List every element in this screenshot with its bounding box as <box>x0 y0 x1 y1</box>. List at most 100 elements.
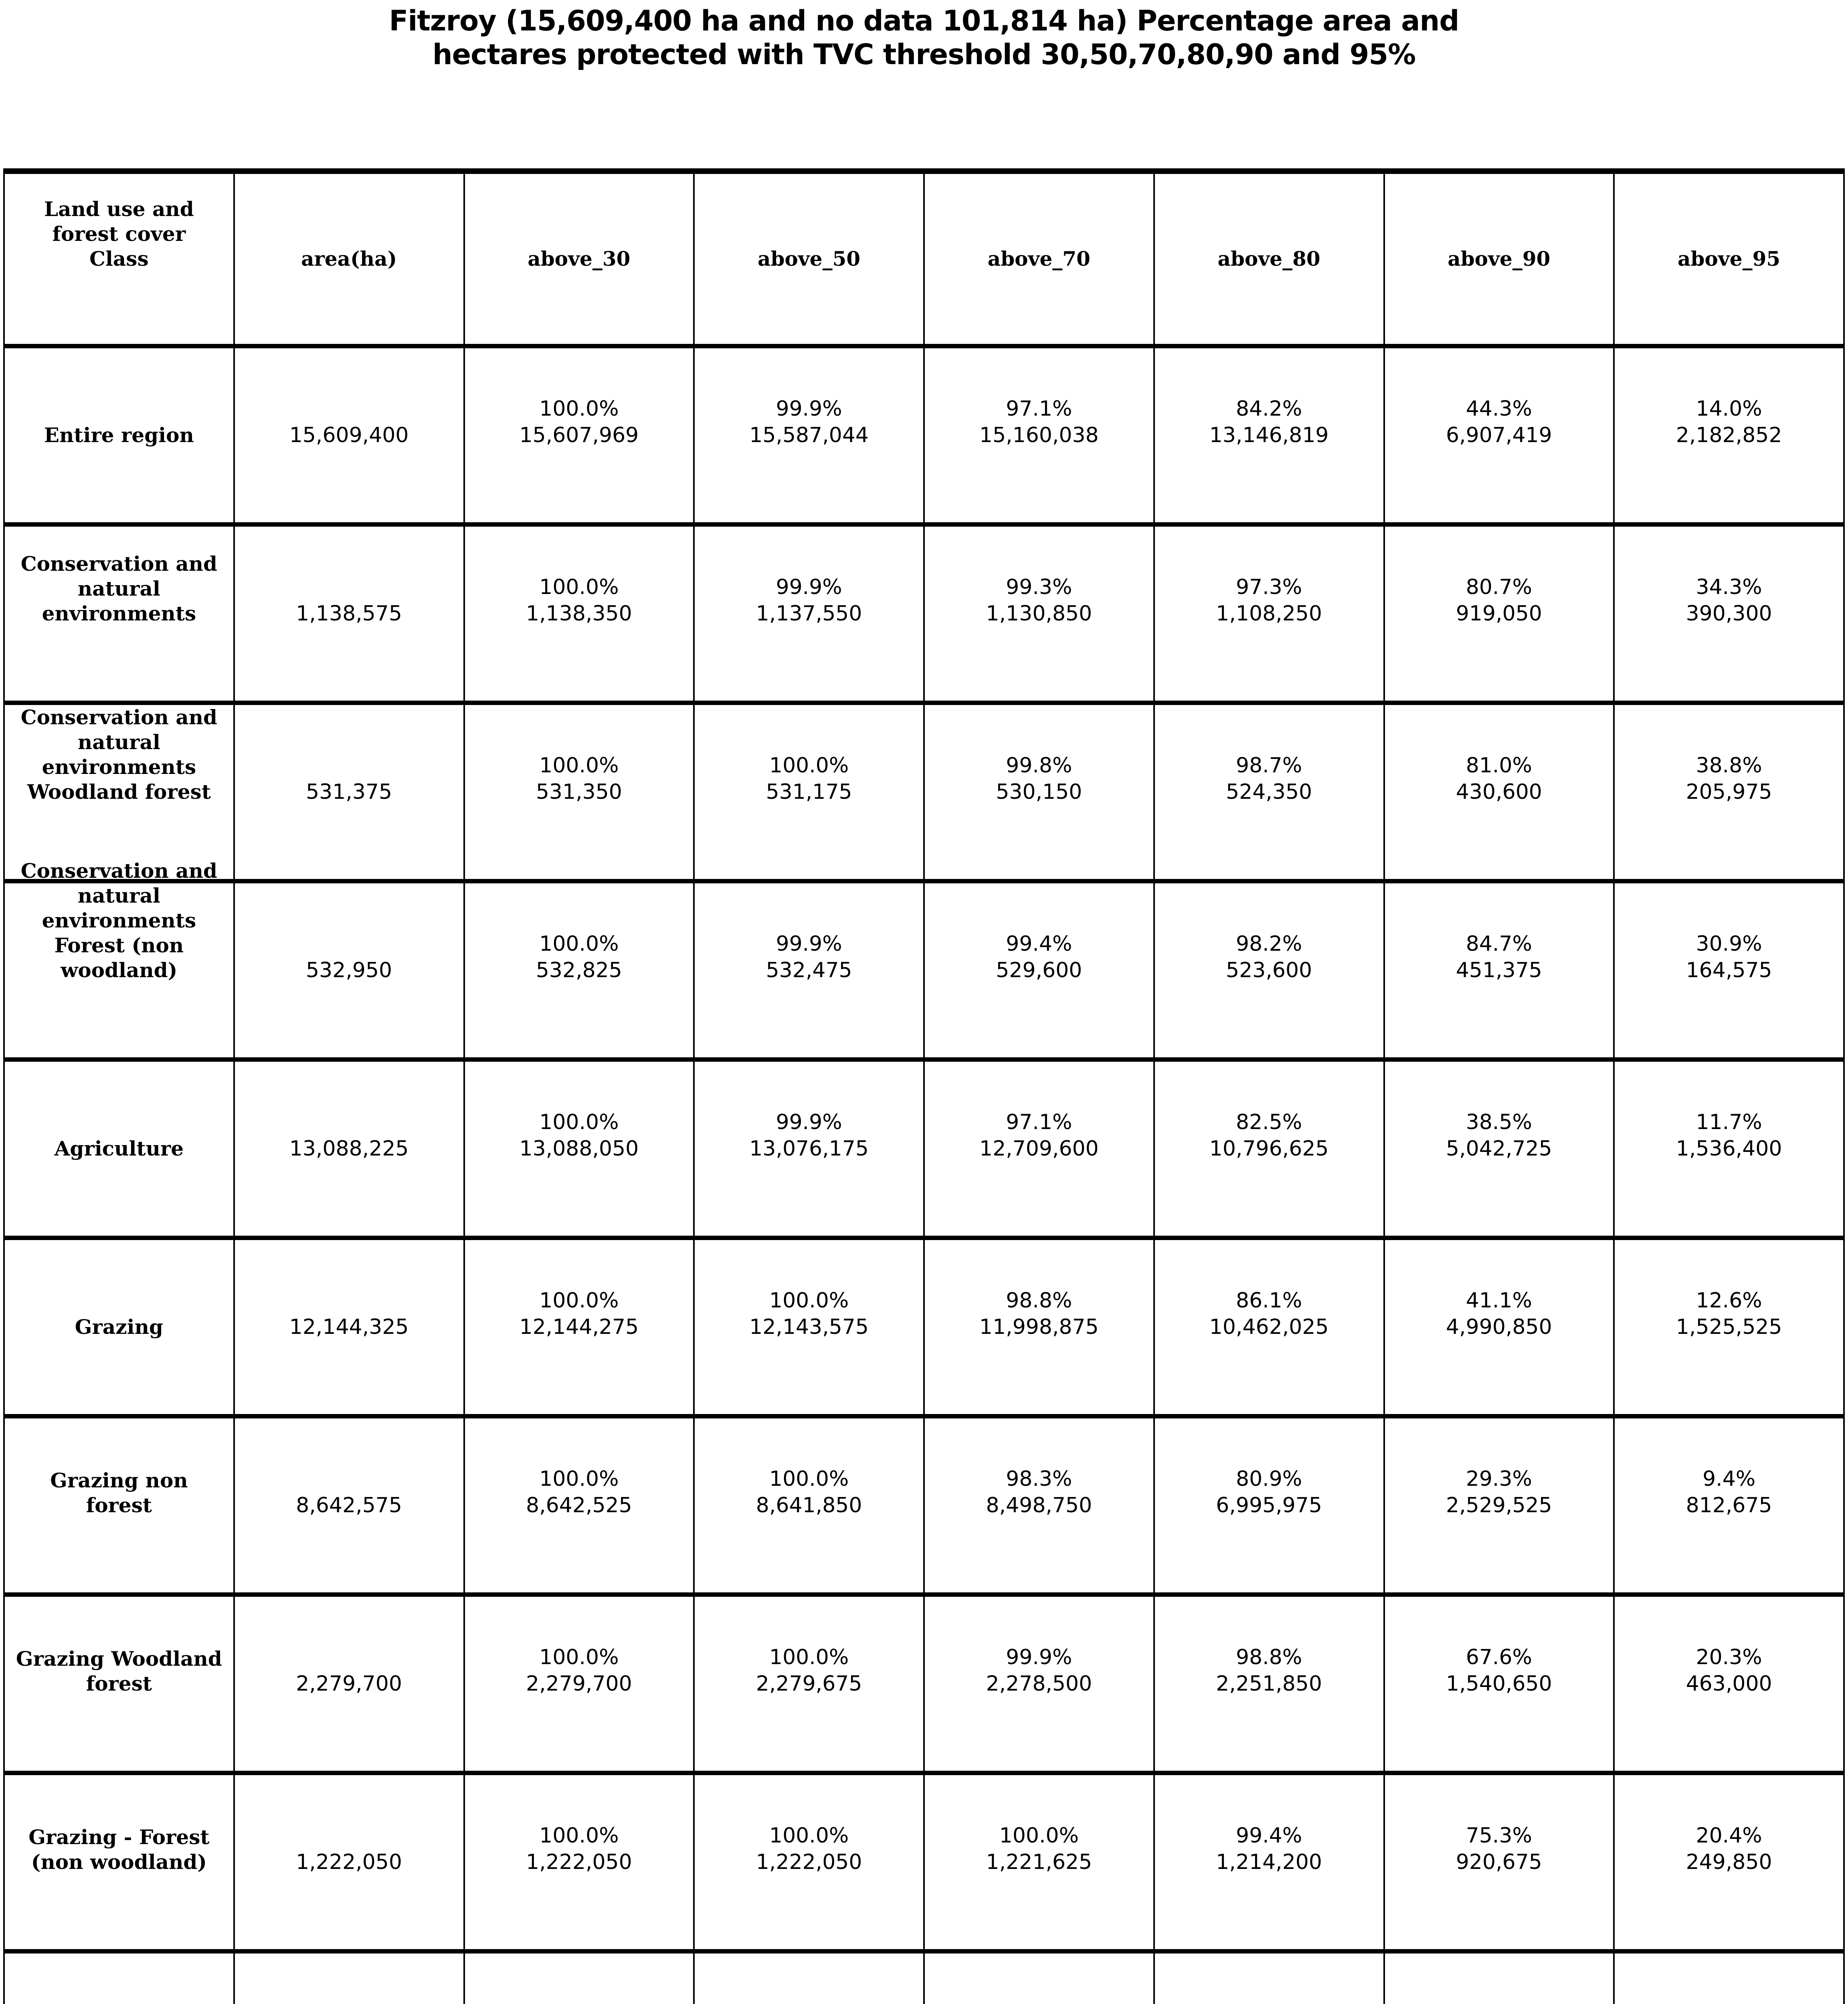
threshold-cell: 100.0% 1,222,050 <box>463 1770 695 1953</box>
table-row-conservation-and-natural-environments-wo: Conservation and natural environments Wo… <box>3 700 1845 883</box>
row-label-cell: Grazing - Forest (non woodland) <box>3 1770 235 1953</box>
table-row-grazing-non-forest: Grazing non forest 8,642,575 100.0% 8,642,5… <box>3 1414 1845 1597</box>
area-ha-value: 15,609,400 <box>289 423 409 447</box>
hectares-value: 1,108,250 <box>1216 601 1322 626</box>
hectares-value: 532,825 <box>536 958 622 982</box>
hectares-value: 249,850 <box>1686 1850 1772 1874</box>
threshold-cell: 86.1% 10,462,025 <box>1153 1235 1385 1418</box>
hectares-value: 531,350 <box>536 780 622 804</box>
row-label-cell: Entire region <box>3 343 235 527</box>
hectares-value: 8,642,525 <box>526 1493 632 1517</box>
threshold-cell: 36.0%293,000 <box>1153 1949 1385 2004</box>
percent-value: 44.3% <box>1466 396 1532 421</box>
threshold-cell: 12.6% 1,525,525 <box>1613 1235 1845 1418</box>
threshold-cell: 1.0%8,275 <box>1613 1949 1845 2004</box>
area-ha-value: 532,950 <box>306 958 392 982</box>
percent-value: 98.8% <box>697 2001 921 2004</box>
threshold-cell: 99.8% 530,150 <box>923 700 1155 883</box>
threshold-cell: 99.9% 2,278,500 <box>923 1592 1155 1775</box>
hectares-value: 1,525,525 <box>1676 1315 1782 1339</box>
hectares-value: 390,300 <box>1686 601 1772 626</box>
percent-value: 100.0% <box>999 1823 1079 1848</box>
threshold-cell: 98.2% 523,600 <box>1153 879 1385 1062</box>
row-label-cell: Grazing <box>3 1235 235 1418</box>
row-label: Grazing - Forest (non woodland) <box>28 1825 210 1874</box>
percent-value: 100.0% <box>769 1288 849 1313</box>
column-header-label: above_50 <box>758 246 861 271</box>
hectares-value: 12,144,275 <box>519 1315 639 1339</box>
hectares-value: 1,222,050 <box>756 1850 862 1874</box>
hectares-value: 6,995,975 <box>1216 1493 1322 1517</box>
percent-value: 100.0% <box>769 753 849 778</box>
hectares-value: 12,709,600 <box>979 1136 1099 1161</box>
hectares-value: 532,475 <box>766 958 852 982</box>
table-row-cropping: Cropping812,775100.0%812,65098.8%803,325… <box>3 1949 1845 2004</box>
column-header-above-95: above_95 <box>1613 169 1845 348</box>
column-header-area-ha: area(ha) <box>233 169 465 348</box>
hectares-value: 524,350 <box>1226 780 1312 804</box>
column-header-above-70: above_70 <box>923 169 1155 348</box>
percent-value: 100.0% <box>539 1288 619 1313</box>
threshold-cell: 98.7% 524,350 <box>1153 700 1385 883</box>
threshold-cell: 100.0%812,650 <box>463 1949 695 2004</box>
table-row-conservation-and-natural-environments-fo: Conservation and natural environments Fo… <box>3 859 1845 1062</box>
area-ha-cell: 13,088,225 <box>233 1057 465 1240</box>
table-header: Land use and forest cover Class area(ha) a… <box>3 169 1845 348</box>
area-ha-cell: 532,950 <box>233 879 465 1062</box>
percent-value: 38.5% <box>1466 1110 1532 1134</box>
percent-value: 29.3% <box>1466 1467 1532 1491</box>
threshold-cell: 100.0% 12,143,575 <box>693 1235 925 1418</box>
percent-value: 84.7% <box>1466 931 1532 956</box>
area-ha-value: 13,088,225 <box>289 1136 409 1161</box>
area-ha-cell: 1,222,050 <box>233 1770 465 1953</box>
column-header-above-80: above_80 <box>1153 169 1385 348</box>
column-header-above-30: above_30 <box>463 169 695 348</box>
percent-value: 99.9% <box>1006 1645 1072 1669</box>
hectares-value: 2,182,852 <box>1676 423 1782 447</box>
percent-value: 30.9% <box>1696 931 1762 956</box>
row-label: Grazing <box>75 1315 163 1339</box>
hectares-value: 2,279,700 <box>526 1671 632 1696</box>
hectares-value: 531,175 <box>766 780 852 804</box>
hectares-value: 2,279,675 <box>756 1671 862 1696</box>
area-ha-cell: 15,609,400 <box>233 343 465 527</box>
threshold-cell: 30.9% 164,575 <box>1613 879 1845 1062</box>
hectares-value: 2,529,525 <box>1446 1493 1552 1517</box>
percent-value: 100.0% <box>539 1110 619 1134</box>
column-header-above-50: above_50 <box>693 169 925 348</box>
hectares-value: 12,143,575 <box>749 1315 869 1339</box>
threshold-cell: 20.4% 249,850 <box>1613 1770 1845 1953</box>
threshold-cell: 20.3% 463,000 <box>1613 1592 1845 1775</box>
row-label-cell: Cropping <box>3 1949 235 2004</box>
threshold-cell: 100.0% 13,088,050 <box>463 1057 695 1240</box>
threshold-cell: 100.0% 531,350 <box>463 700 695 883</box>
table-row-grazing-forest-non-woodland: Grazing - Forest (non woodland) 1,222,050… <box>3 1770 1845 1953</box>
row-label-cell: Grazing non forest <box>3 1414 235 1597</box>
threshold-cell: 100.0% 1,222,050 <box>693 1770 925 1953</box>
threshold-cell: 99.9% 15,587,044 <box>693 343 925 527</box>
column-header-label: above_95 <box>1678 246 1781 271</box>
threshold-cell: 9.4% 812,675 <box>1613 1414 1845 1597</box>
hectares-value: 1,536,400 <box>1676 1136 1782 1161</box>
threshold-cell: 44.3% 6,907,419 <box>1383 343 1615 527</box>
column-header-label: above_30 <box>528 246 631 271</box>
threshold-cell: 99.3% 1,130,850 <box>923 522 1155 705</box>
hectares-value: 430,600 <box>1456 780 1542 804</box>
hectares-value: 2,278,500 <box>986 1671 1092 1696</box>
percent-value: 100.0% <box>467 2001 691 2004</box>
area-ha-cell: 8,642,575 <box>233 1414 465 1597</box>
row-label: Agriculture <box>54 1136 184 1160</box>
threshold-cell: 84.2% 13,146,819 <box>1153 343 1385 527</box>
percent-value: 82.5% <box>1236 1110 1302 1134</box>
hectares-value: 6,907,419 <box>1446 423 1552 447</box>
hectares-value: 205,975 <box>1686 780 1772 804</box>
table-row-grazing: Grazing 12,144,325 100.0% 12,144,275 100.0% 1… <box>3 1235 1845 1418</box>
threshold-cell: 100.0% 8,641,850 <box>693 1414 925 1597</box>
threshold-cell: 100.0% 2,279,700 <box>463 1592 695 1775</box>
percent-value: 100.0% <box>769 1467 849 1491</box>
hectares-value: 10,462,025 <box>1209 1315 1329 1339</box>
percent-value: 20.3% <box>1696 1645 1762 1669</box>
threshold-cell: 99.9% 1,137,550 <box>693 522 925 705</box>
hectares-value: 919,050 <box>1456 601 1542 626</box>
hectares-value: 4,990,850 <box>1446 1315 1552 1339</box>
